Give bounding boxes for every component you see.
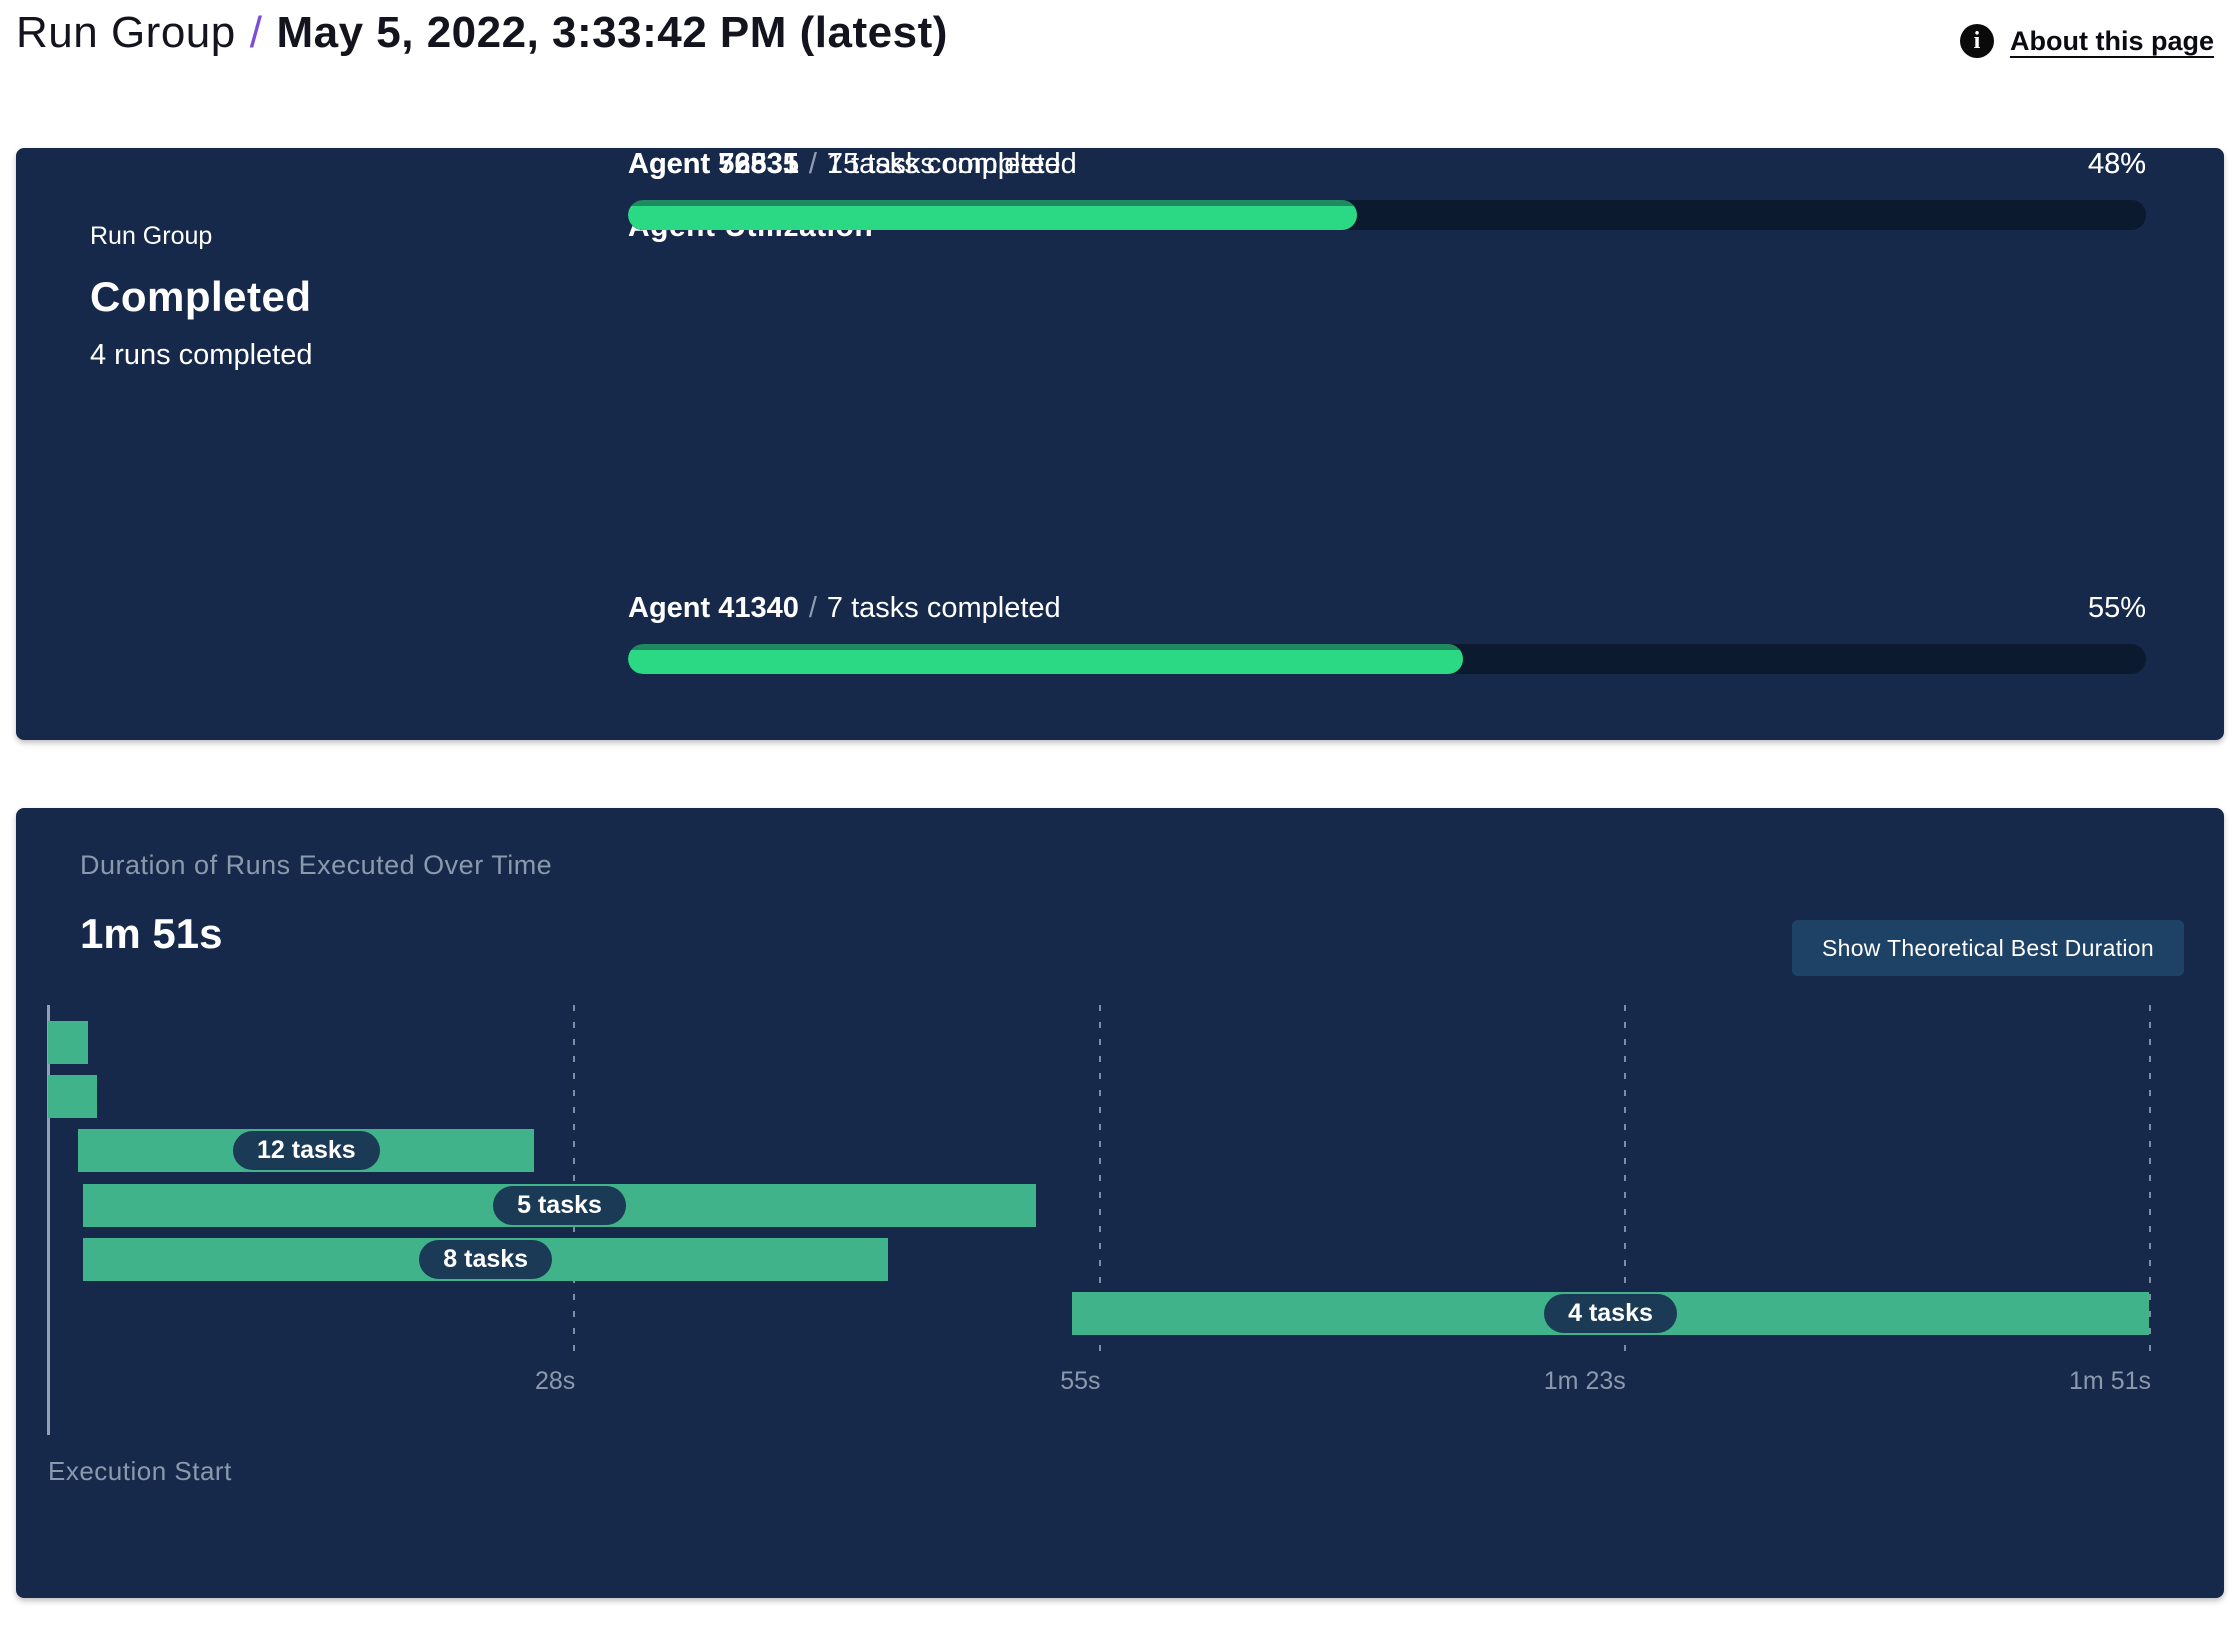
agent-tasks-completed: 7 tasks completed bbox=[826, 592, 1061, 624]
run-duration-bar[interactable] bbox=[48, 1021, 88, 1064]
gridline bbox=[1098, 1005, 1101, 1355]
agent-name: Agent 41340 bbox=[628, 592, 799, 624]
agent-utilization-row: Agent 52535 / 7 tasks completed 48% bbox=[628, 148, 2146, 258]
x-axis-tick-label: 28s bbox=[534, 1367, 576, 1395]
task-count-badge: 12 tasks bbox=[233, 1131, 380, 1171]
gridline bbox=[573, 1005, 576, 1355]
agent-label-line: Agent 76831 / 15 tasks completed 48% bbox=[628, 148, 2146, 188]
label-separator: / bbox=[808, 148, 817, 180]
agent-tasks-completed: 7 tasks completed bbox=[826, 148, 1061, 180]
task-count-badge: 5 tasks bbox=[493, 1185, 626, 1225]
task-count-badge: 4 tasks bbox=[1544, 1294, 1677, 1333]
agent-label-line: Agent 52535 / 7 tasks completed 48% bbox=[628, 148, 2146, 188]
breadcrumb-root[interactable]: Run Group bbox=[16, 8, 236, 57]
page-header: Run Group / May 5, 2022, 3:33:42 PM (lates… bbox=[16, 8, 2224, 88]
agent-name: Agent 52535 bbox=[628, 148, 799, 180]
execution-start-label: Execution Start bbox=[48, 1456, 232, 1486]
x-axis-tick-label: 55s bbox=[1060, 1367, 1101, 1395]
gridline bbox=[2149, 1005, 2151, 1355]
agent-utilization-percent: 55% bbox=[2087, 592, 2146, 624]
x-axis-tick-label: 1m 23s bbox=[1543, 1367, 1626, 1395]
about-this-page-link[interactable]: i About this page bbox=[1960, 24, 2214, 58]
show-theoretical-best-duration-button[interactable]: Show Theoretical Best Duration bbox=[1791, 920, 2184, 976]
run-duration-bar[interactable]: 8 tasks bbox=[83, 1237, 889, 1281]
breadcrumb-separator: / bbox=[249, 8, 263, 57]
x-axis-tick-label: 1m 51s bbox=[2069, 1367, 2151, 1395]
runs-completed-count: 4 runs completed bbox=[90, 339, 313, 371]
run-duration-bar[interactable]: 12 tasks bbox=[78, 1129, 535, 1173]
total-duration-value: 1m 51s bbox=[80, 910, 223, 957]
run-duration-bar[interactable] bbox=[48, 1075, 98, 1119]
agent-utilization-bar-track bbox=[628, 644, 2146, 674]
agent-utilization-row: Agent 41340 / 7 tasks completed 55% bbox=[628, 592, 2146, 702]
page-title: May 5, 2022, 3:33:42 PM (latest) bbox=[276, 8, 948, 57]
run-duration-bar[interactable]: 4 tasks bbox=[1072, 1292, 2149, 1335]
run-group-summary-panel: Run Group Completed 4 runs completed Age… bbox=[16, 148, 2224, 740]
agent-utilization-bar-fill bbox=[628, 644, 1463, 674]
run-duration-gantt-chart: 28s 55s 1m 23s 1m 51s 12 tasks 5 tasks 8 tasks… bbox=[48, 1005, 2151, 1405]
agent-name: Agent 76831 bbox=[628, 148, 799, 180]
label-separator: / bbox=[808, 148, 817, 180]
execution-start-axis-line bbox=[47, 1005, 50, 1435]
duration-chart-title: Duration of Runs Executed Over Time bbox=[80, 850, 553, 880]
agent-label-line: Agent 41340 / 7 tasks completed 55% bbox=[628, 592, 2146, 632]
run-group-label: Run Group bbox=[90, 222, 213, 250]
breadcrumb: Run Group / May 5, 2022, 3:33:42 PM (lates… bbox=[16, 8, 948, 58]
agent-utilization-bar-track bbox=[628, 200, 2146, 230]
agent-utilization-percent: 48% bbox=[2087, 148, 2146, 180]
duration-chart-panel: Duration of Runs Executed Over Time 1m 5… bbox=[16, 808, 2224, 1598]
gridline bbox=[1623, 1005, 1626, 1355]
status-badge: Completed bbox=[90, 273, 312, 320]
agent-utilization-bar-fill bbox=[628, 200, 1357, 230]
agent-utilization-percent: 48% bbox=[2087, 148, 2146, 180]
run-duration-bar[interactable]: 5 tasks bbox=[83, 1183, 1037, 1227]
info-icon: i bbox=[1960, 24, 1994, 58]
about-link-label: About this page bbox=[2010, 25, 2214, 56]
agent-tasks-completed: 15 tasks completed bbox=[826, 148, 1077, 180]
task-count-badge: 8 tasks bbox=[419, 1239, 553, 1279]
run-group-status-block: Run Group Completed 4 runs completed bbox=[90, 222, 312, 372]
label-separator: / bbox=[808, 592, 817, 624]
